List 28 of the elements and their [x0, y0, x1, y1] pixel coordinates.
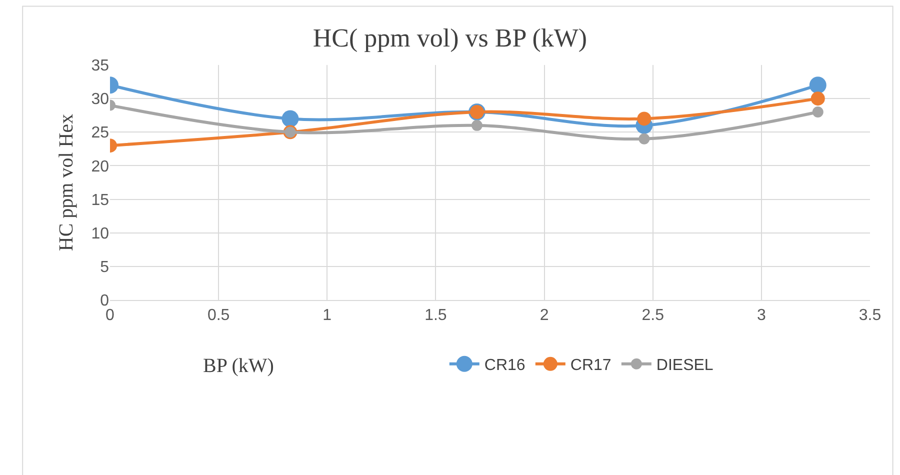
y-tick-label: 0: [100, 292, 110, 310]
x-tick-label: 3.5: [858, 307, 882, 324]
legend-label: DIESEL: [656, 357, 714, 374]
y-tick-label: 5: [100, 259, 110, 276]
y-tick-label: 25: [91, 124, 110, 142]
y-tick-label: 20: [91, 158, 110, 176]
y-tick-label: 15: [91, 192, 110, 209]
legend-label: CR16: [484, 357, 526, 374]
point: [812, 106, 824, 118]
y-tick-label: 35: [91, 58, 110, 75]
y-axis-title: HC ppm vol Hex: [56, 114, 78, 252]
point: [282, 110, 299, 128]
chart-title: HC( ppm vol) vs BP (kW): [312, 24, 588, 53]
x-tick-label: 3: [756, 307, 766, 324]
point: [809, 76, 826, 94]
x-tick-label: 0.5: [207, 307, 230, 324]
x-tick-label: 1: [322, 307, 332, 324]
point: [471, 120, 482, 131]
y-tick-label: 30: [91, 91, 110, 108]
point: [810, 92, 825, 106]
x-tick-label: 2: [540, 307, 549, 324]
legend-label: CR17: [570, 357, 612, 374]
point: [638, 133, 650, 144]
x-tick-label: 2.5: [642, 307, 664, 324]
point: [637, 112, 652, 126]
x-axis-title: BP (kW): [203, 355, 274, 377]
y-tick-label: 10: [91, 225, 110, 242]
x-tick-label: 1.5: [424, 307, 447, 324]
